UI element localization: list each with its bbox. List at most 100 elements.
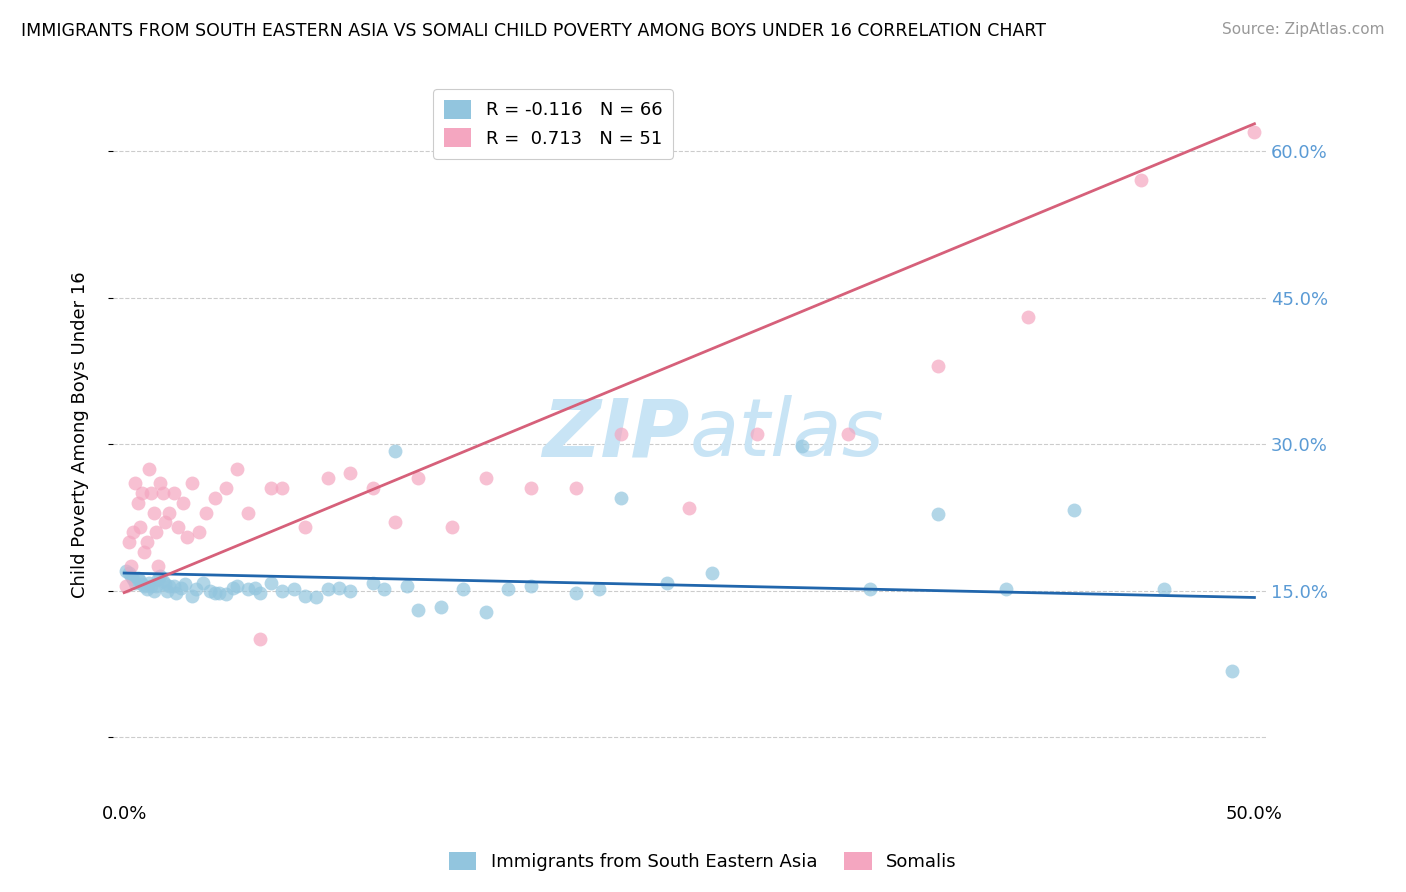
Point — [131, 486, 153, 500]
Point — [994, 582, 1017, 596]
Point — [141, 579, 163, 593]
Point — [238, 582, 260, 596]
Point — [141, 486, 163, 500]
Legend: R = -0.116   N = 66, R =  0.713   N = 51: R = -0.116 N = 66, R = 0.713 N = 51 — [433, 89, 673, 159]
Point — [1017, 310, 1039, 325]
Point — [245, 581, 267, 595]
Point — [792, 439, 814, 453]
Point — [157, 506, 180, 520]
Point — [134, 579, 156, 593]
Point — [138, 461, 160, 475]
Point — [249, 632, 271, 647]
Point — [120, 569, 142, 583]
Point — [115, 564, 138, 578]
Point — [142, 583, 165, 598]
Point — [440, 520, 463, 534]
Point — [156, 583, 179, 598]
Point — [238, 506, 260, 520]
Point — [163, 579, 186, 593]
Point — [221, 581, 243, 595]
Point — [115, 579, 138, 593]
Point — [204, 585, 226, 599]
Point — [145, 579, 167, 593]
Point — [384, 444, 406, 458]
Point — [271, 481, 294, 495]
Point — [1153, 582, 1175, 596]
Point — [565, 481, 588, 495]
Point — [186, 582, 208, 596]
Point — [260, 575, 283, 590]
Point — [384, 516, 406, 530]
Point — [429, 600, 451, 615]
Point — [406, 471, 429, 485]
Point — [131, 576, 153, 591]
Point — [149, 476, 172, 491]
Point — [187, 524, 209, 539]
Point — [451, 582, 474, 596]
Point — [149, 569, 172, 583]
Point — [305, 591, 328, 605]
Text: Source: ZipAtlas.com: Source: ZipAtlas.com — [1222, 22, 1385, 37]
Point — [610, 427, 633, 442]
Point — [1243, 125, 1265, 139]
Point — [129, 520, 152, 534]
Point — [204, 491, 226, 505]
Point — [198, 583, 221, 598]
Point — [122, 572, 145, 586]
Point — [294, 520, 316, 534]
Point — [260, 481, 283, 495]
Point — [135, 534, 157, 549]
Text: IMMIGRANTS FROM SOUTH EASTERN ASIA VS SOMALI CHILD POVERTY AMONG BOYS UNDER 16 C: IMMIGRANTS FROM SOUTH EASTERN ASIA VS SO… — [21, 22, 1046, 40]
Point — [395, 579, 418, 593]
Point — [927, 508, 949, 522]
Point — [475, 471, 498, 485]
Point — [610, 491, 633, 505]
Point — [226, 579, 249, 593]
Point — [655, 575, 678, 590]
Point — [837, 427, 859, 442]
Point — [373, 582, 395, 596]
Point — [208, 585, 231, 599]
Point — [361, 575, 384, 590]
Point — [118, 566, 141, 580]
Point — [181, 476, 204, 491]
Point — [249, 585, 271, 599]
Point — [172, 496, 194, 510]
Point — [129, 574, 152, 588]
Point — [316, 582, 339, 596]
Y-axis label: Child Poverty Among Boys Under 16: Child Poverty Among Boys Under 16 — [72, 271, 89, 598]
Point — [859, 582, 882, 596]
Point — [745, 427, 768, 442]
Point — [127, 496, 149, 510]
Point — [1220, 664, 1243, 678]
Point — [361, 481, 384, 495]
Point — [475, 605, 498, 619]
Point — [294, 589, 316, 603]
Point — [215, 586, 238, 600]
Point — [406, 603, 429, 617]
Point — [118, 534, 141, 549]
Point — [193, 575, 215, 590]
Point — [700, 566, 723, 580]
Point — [127, 571, 149, 585]
Point — [122, 524, 145, 539]
Point — [1063, 502, 1085, 516]
Point — [169, 581, 191, 595]
Point — [194, 506, 217, 520]
Point — [153, 516, 176, 530]
Point — [565, 585, 588, 599]
Point — [152, 574, 174, 588]
Point — [138, 575, 160, 590]
Text: ZIP: ZIP — [541, 395, 689, 474]
Point — [271, 583, 294, 598]
Point — [134, 544, 156, 558]
Point — [146, 559, 169, 574]
Point — [142, 506, 165, 520]
Point — [1130, 173, 1153, 187]
Point — [165, 585, 187, 599]
Point — [153, 576, 176, 591]
Point — [498, 582, 520, 596]
Point — [283, 582, 305, 596]
Legend: Immigrants from South Eastern Asia, Somalis: Immigrants from South Eastern Asia, Soma… — [441, 845, 965, 879]
Point — [588, 582, 610, 596]
